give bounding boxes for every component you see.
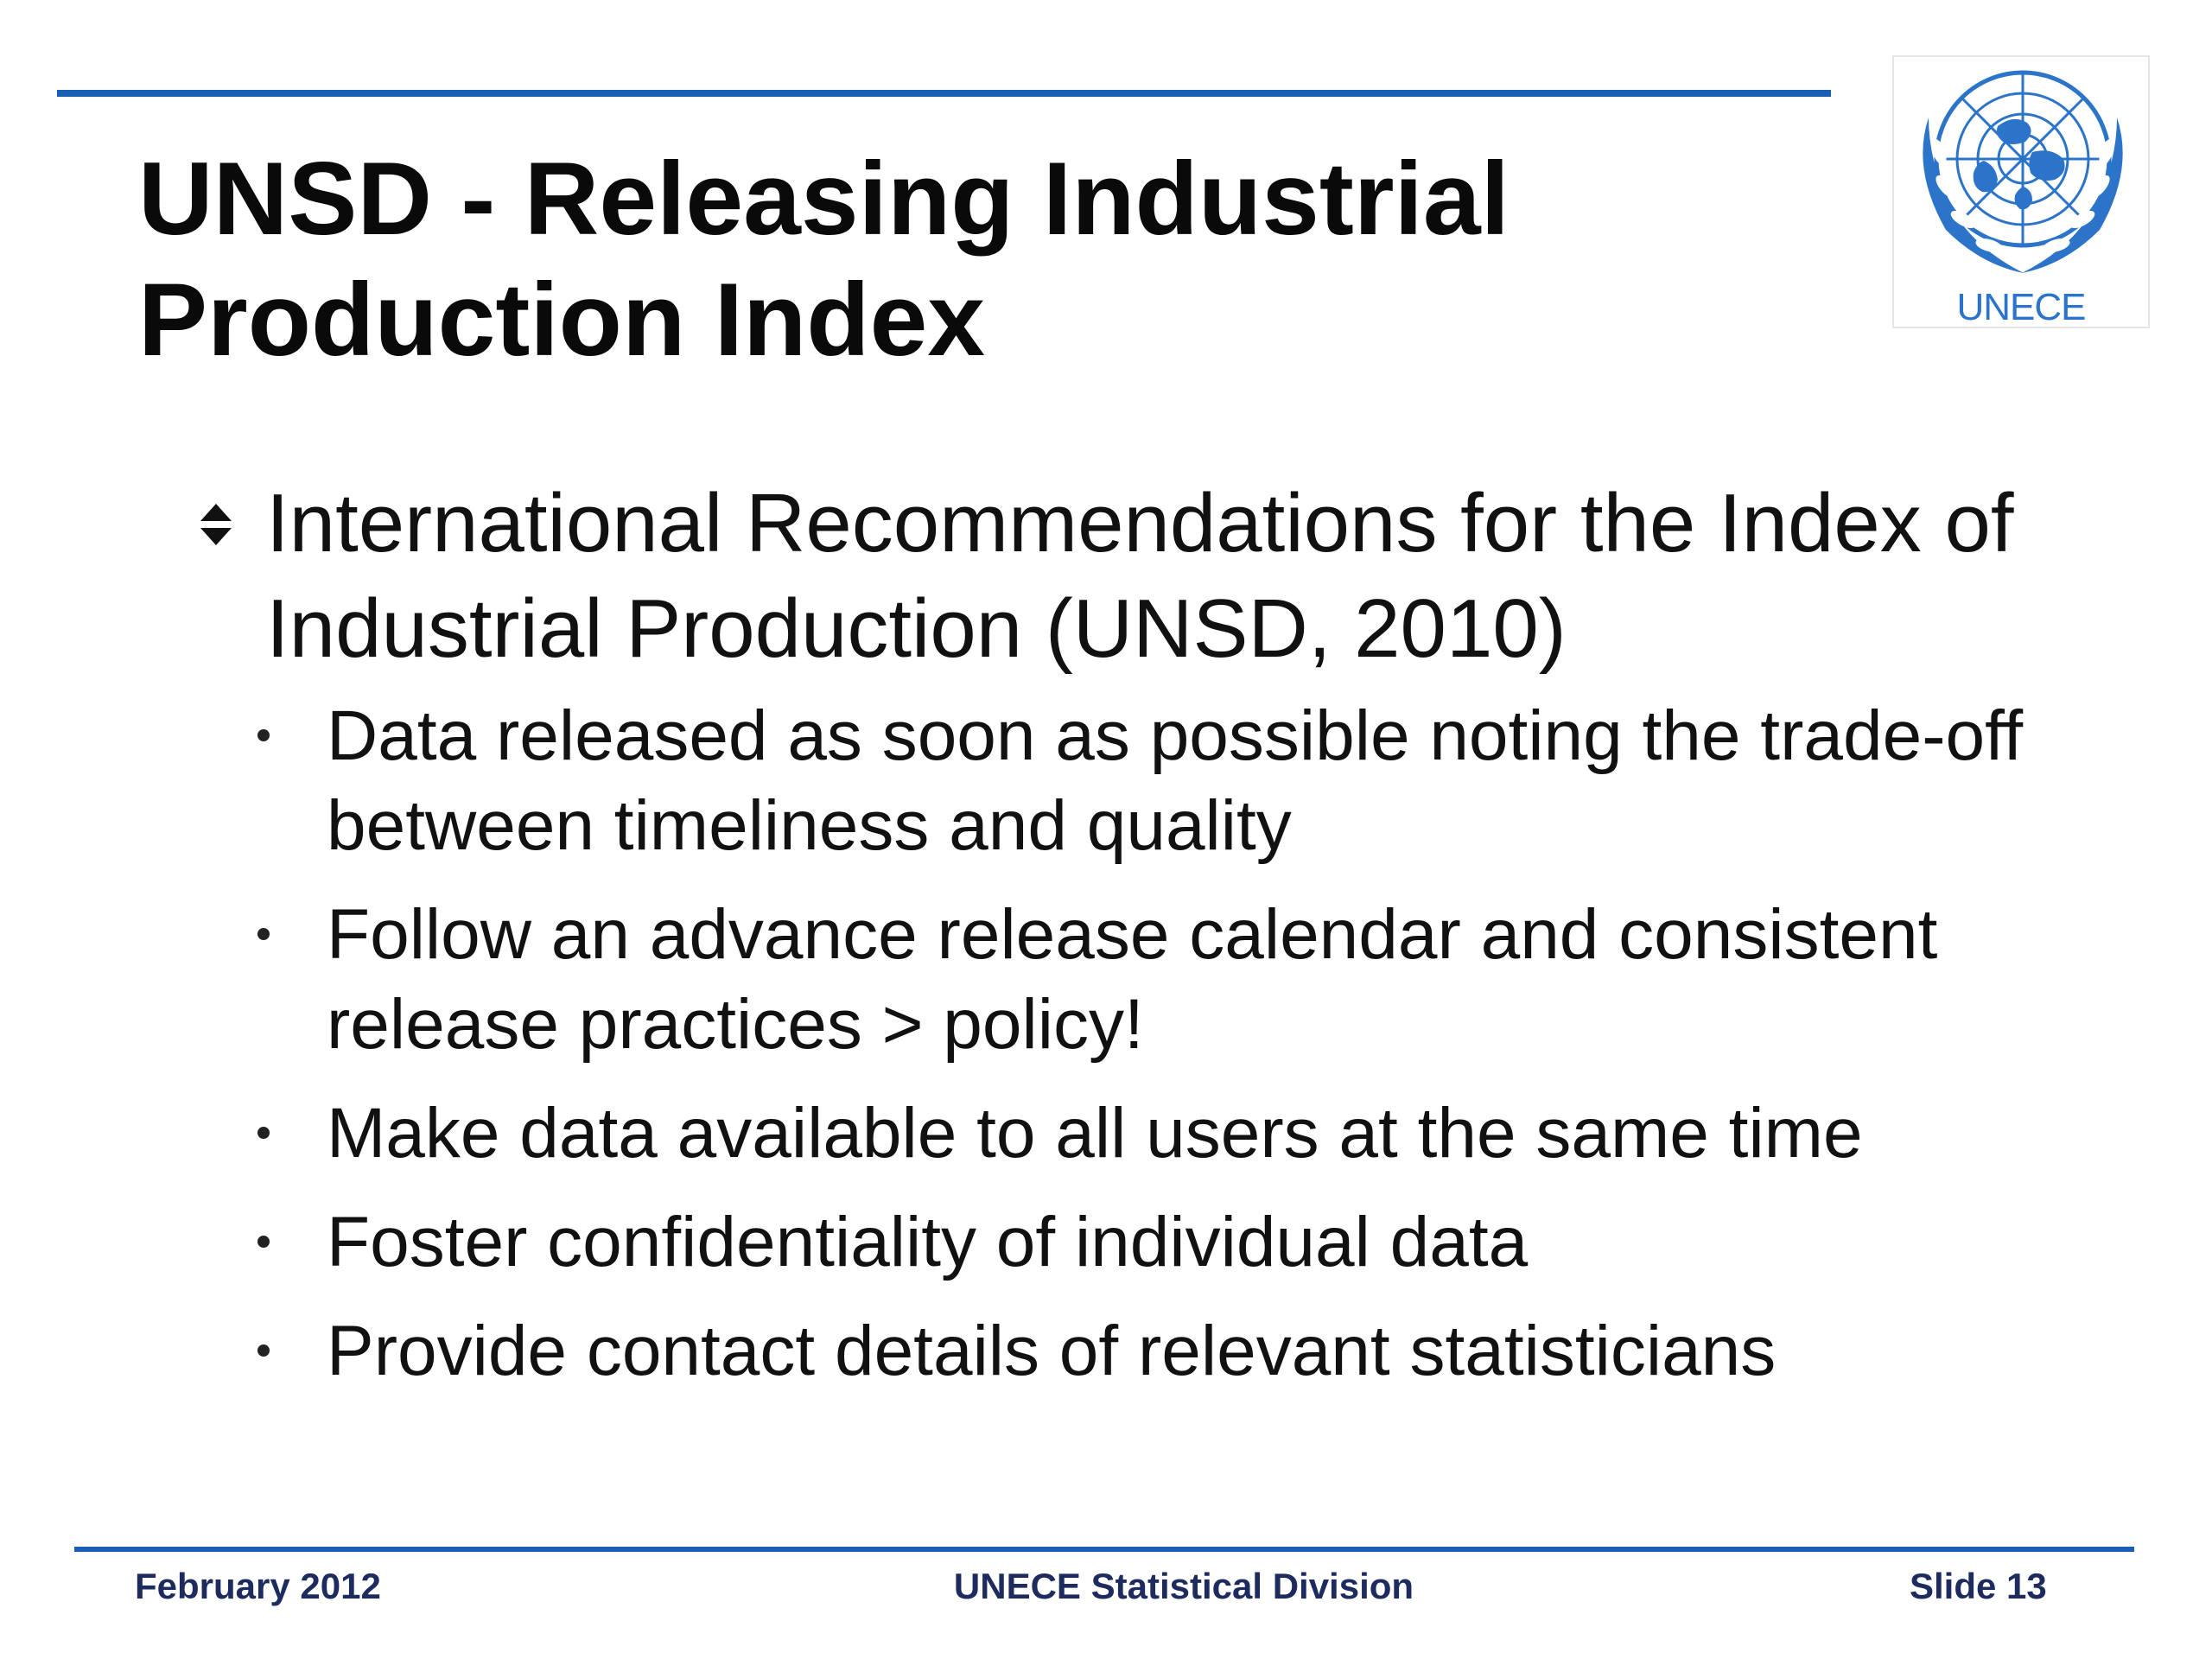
main-bullet-text: International Recommendations for the In… [266,477,2014,675]
list-item-text: Data released as soon as possible noting… [327,696,2024,865]
bullet-dot-icon [257,1127,270,1139]
footer-date: February 2012 [135,1566,381,1606]
bullet-dot-icon [257,928,270,940]
un-emblem-icon [1923,70,2123,273]
footer-slide-number: Slide 13 [1910,1566,2047,1606]
bullet-dot-icon [257,1236,270,1248]
unece-logo: UNECE [1892,55,2150,328]
list-item-text: Follow an advance release calendar and c… [327,895,1938,1064]
top-divider-line [57,90,1831,97]
sub-bullet-list: Data released as soon as possible noting… [249,691,2063,1415]
list-item: Provide contact details of relevant stat… [249,1306,2063,1396]
list-item-text: Foster confidentiality of individual dat… [327,1203,1529,1281]
footer-organization: UNECE Statistical Division [953,1566,1414,1606]
slide-title: UNSD - Releasing Industrial Production I… [138,141,1510,378]
logo-label: UNECE [1956,286,2086,328]
list-item-text: Make data available to all users at the … [327,1094,1863,1173]
list-item: Foster confidentiality of individual dat… [249,1198,2063,1287]
diamond-arrows-bullet-icon [200,504,232,545]
bullet-dot-icon [257,1344,270,1357]
list-item: Data released as soon as possible noting… [249,691,2063,871]
list-item-text: Provide contact details of relevant stat… [327,1312,1777,1390]
list-item: Follow an advance release calendar and c… [249,890,2063,1070]
list-item: Make data available to all users at the … [249,1089,2063,1179]
bottom-divider-line [74,1547,2134,1552]
bullet-dot-icon [257,729,270,741]
